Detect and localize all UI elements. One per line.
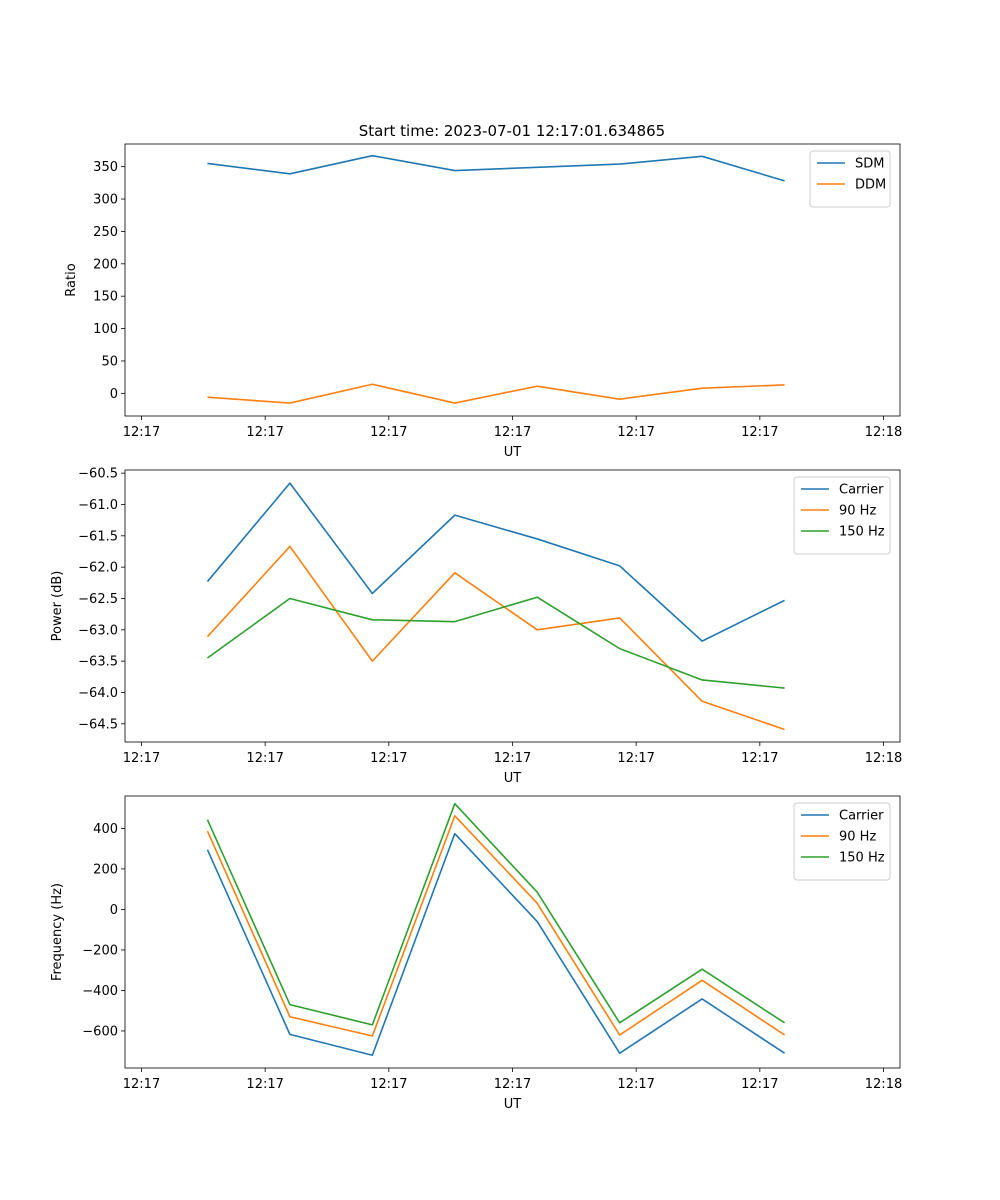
frequency-y-tick-label-4: 200 [93,862,118,877]
power-legend-label-1: 90 Hz [839,504,876,519]
power-series-line-2 [206,596,785,689]
power-y-tick-label-8: −60.5 [78,467,118,482]
ratio-y-tick-label-1: 50 [101,354,118,369]
frequency-legend-label-0: Carrier [839,809,884,824]
figure-title: Start time: 2023-07-01 12:17:01.634865 [359,122,665,140]
ratio-y-tick-label-5: 250 [93,225,118,240]
frequency-y-axis-label: Frequency (Hz) [50,883,65,981]
ratio-legend-label-0: SDM [855,157,884,172]
ratio-y-tick-label-0: 0 [110,387,118,402]
frequency-x-tick-label-0: 12:17 [123,1077,160,1092]
power-x-tick-label-0: 12:17 [123,751,160,766]
chart-panels: 12:17 12:17 12:17 12:17 12:17 12:17 12:18 0 50 10… [50,143,902,1112]
frequency-y-tick-label-3: 0 [110,903,118,918]
power-y-tick-label-4: −62.5 [78,592,118,607]
ratio-x-axis-label: UT [504,445,522,460]
frequency-legend: Carrier 90 Hz 150 Hz [793,802,891,881]
frequency-x-tick-label-1: 12:17 [246,1077,283,1092]
power-x-tick-label-6: 12:18 [865,751,902,766]
frequency-x-tick-label-4: 12:17 [617,1077,654,1092]
power-y-tick-label-6: −61.5 [78,529,118,544]
chart-frequency: 12:17 12:17 12:17 12:17 12:17 12:17 12:18 −600 −… [50,795,902,1112]
ratio-y-tick-label-7: 350 [93,160,118,175]
power-legend-frame [793,476,891,555]
power-y-tick-label-2: −63.5 [78,655,118,670]
ratio-x-tick-label-2: 12:17 [370,425,407,440]
ratio-legend-label-1: DDM [855,178,886,193]
frequency-legend-label-2: 150 Hz [839,851,885,866]
chart-power: 12:17 12:17 12:17 12:17 12:17 12:17 12:18 −64.5… [50,467,902,786]
power-legend-label-2: 150 Hz [839,525,885,540]
ratio-x-tick-label-5: 12:17 [741,425,778,440]
power-y-axis-label: Power (dB) [50,571,65,642]
frequency-x-tick-label-2: 12:17 [370,1077,407,1092]
frequency-legend-label-1: 90 Hz [839,830,876,845]
ratio-series-line-0 [207,154,785,182]
ratio-y-tick-label-4: 200 [93,257,118,272]
power-y-tick-label-0: −64.5 [78,717,118,732]
ratio-y-axis-label: Ratio [64,263,79,296]
ratio-x-tick-label-3: 12:17 [494,425,531,440]
ratio-y-tick-label-3: 150 [93,290,118,305]
power-x-tick-label-2: 12:17 [370,751,407,766]
frequency-x-axis-label: UT [504,1097,522,1112]
frequency-series-line-2 [206,802,786,1026]
frequency-series-line-0 [206,832,786,1057]
power-series-line-1 [206,545,785,731]
power-x-tick-label-5: 12:17 [741,751,778,766]
power-y-tick-label-7: −61.0 [78,498,118,513]
ratio-y-tick-label-2: 100 [93,322,118,337]
power-x-tick-label-4: 12:17 [617,751,654,766]
frequency-y-tick-label-2: −200 [82,943,118,958]
power-x-tick-label-3: 12:17 [494,751,531,766]
frequency-x-tick-label-6: 12:18 [865,1077,902,1092]
ratio-x-tick-label-6: 12:18 [865,425,902,440]
power-series-line-0 [206,482,785,642]
frequency-x-tick-label-3: 12:17 [494,1077,531,1092]
ratio-x-tick-label-1: 12:17 [246,425,283,440]
power-legend: Carrier 90 Hz 150 Hz [793,476,891,555]
ratio-x-tick-label-4: 12:17 [617,425,654,440]
frequency-x-tick-label-5: 12:17 [741,1077,778,1092]
ratio-legend: SDM DDM [809,150,891,208]
ratio-legend-frame [809,150,891,208]
frequency-y-tick-label-5: 400 [93,822,118,837]
power-y-tick-label-3: −63.0 [78,623,118,638]
ratio-y-tick-label-6: 300 [93,193,118,208]
chart-ratio: 12:17 12:17 12:17 12:17 12:17 12:17 12:18 0 50 10… [64,143,902,460]
power-y-tick-label-5: −62.0 [78,561,118,576]
ratio-x-tick-label-0: 12:17 [123,425,160,440]
frequency-y-tick-label-1: −400 [82,984,118,999]
ratio-series-line-1 [207,383,785,404]
power-x-tick-label-1: 12:17 [246,751,283,766]
frequency-series-line-1 [206,815,786,1037]
frequency-legend-frame [793,802,891,881]
power-y-tick-label-1: −64.0 [78,686,118,701]
frequency-y-tick-label-0: −600 [82,1024,118,1039]
power-x-axis-label: UT [504,771,522,786]
power-legend-label-0: Carrier [839,483,884,498]
